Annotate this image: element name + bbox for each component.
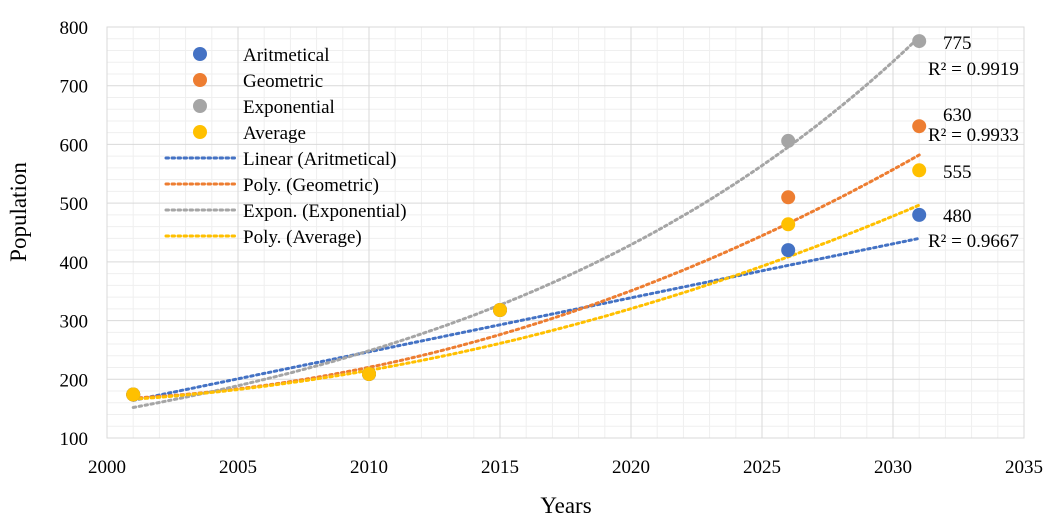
y-tick-label: 500 <box>60 194 89 215</box>
annotation-geo-r2: R² = 0.9933 <box>928 125 1019 146</box>
x-tick-label: 2030 <box>874 457 912 478</box>
data-point <box>781 243 796 258</box>
annotation-ari-r2: R² = 0.9667 <box>928 231 1019 252</box>
x-tick-label: 2035 <box>1005 457 1043 478</box>
trendline <box>131 236 921 402</box>
annotation-avg-value: 555 <box>943 162 972 183</box>
legend-marker <box>193 99 207 113</box>
legend-label: Poly. (Geometric) <box>243 175 379 196</box>
legend: Aritmetical Geometric Exponential Average Li… <box>164 45 407 248</box>
legend-label: Expon. (Exponential) <box>243 201 407 222</box>
data-markers <box>126 34 927 402</box>
x-tick-label: 2010 <box>350 457 388 478</box>
x-tick-label: 2015 <box>481 457 519 478</box>
legend-label: Exponential <box>243 97 335 118</box>
y-tick-label: 700 <box>60 77 89 98</box>
x-tick-labels: 2000 2005 2010 2015 2020 2025 2030 2035 <box>88 457 1043 478</box>
minor-gridlines <box>107 27 1024 438</box>
x-axis-title: Years <box>540 493 591 518</box>
y-tick-label: 400 <box>60 253 89 274</box>
y-tick-label: 600 <box>60 135 89 156</box>
annotation-ari-value: 480 <box>943 206 972 227</box>
y-axis-title: Population <box>6 162 31 262</box>
legend-marker <box>193 125 207 139</box>
annotation-exp-r2: R² = 0.9919 <box>928 59 1019 80</box>
plot-area-border <box>106 26 1025 439</box>
y-tick-labels: 100 200 300 400 500 600 700 800 <box>60 18 89 450</box>
data-point <box>912 34 927 49</box>
data-point <box>126 387 141 402</box>
annotation-exp-value: 775 <box>943 33 972 54</box>
x-tick-label: 2020 <box>612 457 650 478</box>
legend-marker <box>193 73 207 87</box>
y-tick-label: 100 <box>60 429 89 450</box>
data-point <box>912 163 927 178</box>
data-point <box>912 207 927 222</box>
y-tick-label: 300 <box>60 312 89 333</box>
data-point <box>912 119 927 134</box>
legend-label: Average <box>243 123 306 144</box>
legend-marker <box>193 47 207 61</box>
y-tick-label: 800 <box>60 18 89 39</box>
legend-label: Poly. (Average) <box>243 227 362 248</box>
data-point <box>781 217 796 232</box>
data-point <box>493 303 507 318</box>
legend-label: Linear (Aritmetical) <box>243 149 397 170</box>
y-tick-label: 200 <box>60 370 89 391</box>
data-point <box>362 367 376 382</box>
x-tick-label: 2025 <box>743 457 781 478</box>
legend-label: Aritmetical <box>243 45 330 66</box>
data-point <box>781 133 796 148</box>
legend-label: Geometric <box>243 71 323 92</box>
data-annotations: 775 R² = 0.9919 630 R² = 0.9933 555 480 … <box>928 33 1019 252</box>
data-point <box>781 190 796 205</box>
x-tick-label: 2000 <box>88 457 126 478</box>
annotation-geo-value: 630 <box>943 105 972 126</box>
x-tick-label: 2005 <box>219 457 257 478</box>
